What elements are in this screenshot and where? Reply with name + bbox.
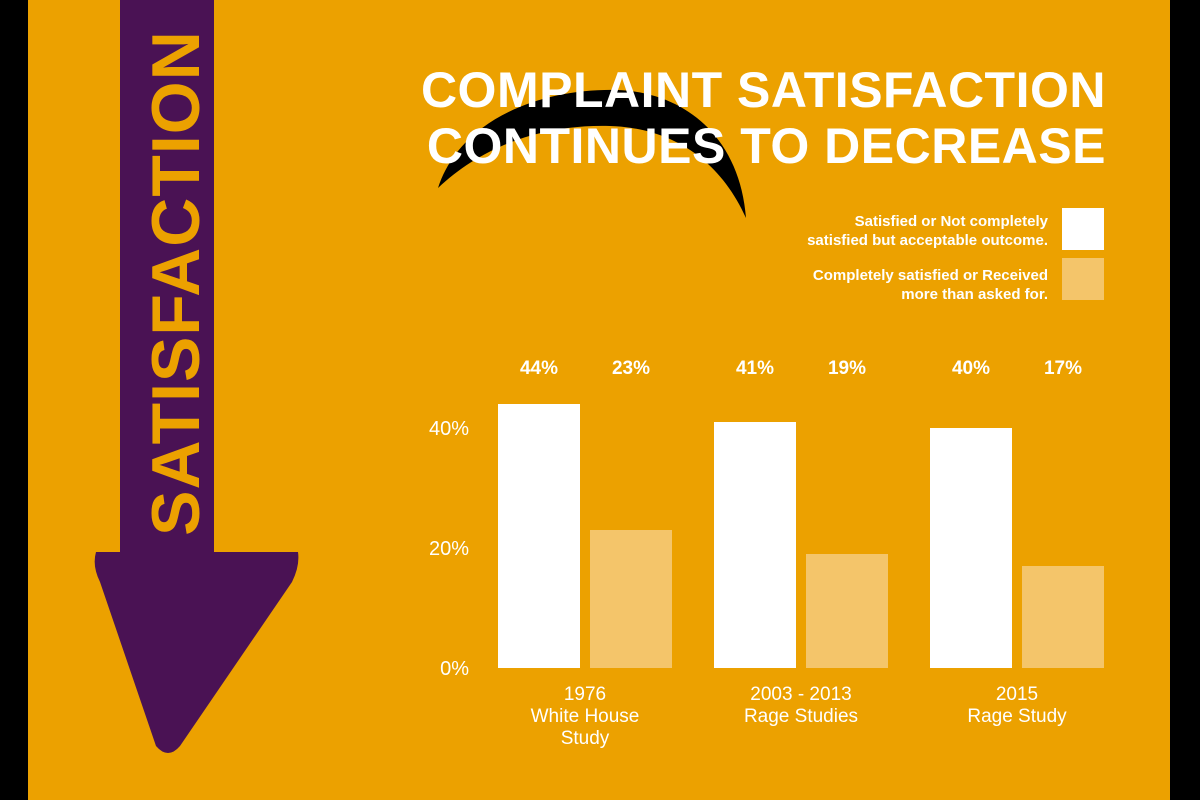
x-category-label: White House [531, 706, 640, 727]
title-line-2: CONTINUES TO DECREASE [426, 118, 1106, 174]
x-category-label: Study [561, 728, 610, 749]
bar-satisfied [714, 422, 796, 668]
legend-label-completely-satisfied: Completely satisfied or Received more th… [668, 266, 1048, 304]
arrow-satisfaction-label: SATISFACTION [138, 30, 214, 536]
legend-swatch-satisfied [1062, 208, 1104, 250]
legend-label-satisfied: Satisfied or Not completely satisfied bu… [668, 212, 1048, 250]
x-category-label: Rage Study [967, 706, 1067, 727]
legend-label-satisfied-line-1: Satisfied or Not completely [854, 213, 1048, 230]
bar-value-label: 23% [612, 358, 650, 379]
chart-title: COMPLAINT SATISFACTION CONTINUES TO DECR… [346, 62, 1106, 174]
infographic-canvas: 0% 20% 40% 44% 41% 40% 23% 19% 17% 1976 White Hous… [28, 0, 1170, 800]
bar-completely-satisfied [1022, 566, 1104, 668]
y-tick-label: 0% [440, 658, 469, 680]
bar-value-label: 40% [952, 358, 990, 379]
legend-swatch-completely-satisfied [1062, 258, 1104, 300]
decorative-black-curve [438, 89, 746, 219]
down-arrow-shape [94, 0, 299, 753]
bar-completely-satisfied [590, 530, 672, 668]
x-category-label: Rage Studies [744, 706, 858, 727]
legend-label-completely-satisfied-line-2: more than asked for. [901, 286, 1048, 303]
bar-value-label: 19% [828, 358, 866, 379]
bar-satisfied [930, 428, 1012, 668]
x-category-label: 1976 [564, 684, 606, 705]
y-tick-label: 20% [429, 538, 469, 560]
legend-label-completely-satisfied-line-1: Completely satisfied or Received [812, 267, 1048, 284]
bar-value-label: 41% [736, 358, 774, 379]
x-category-label: 2015 [996, 684, 1038, 705]
bar-value-label: 17% [1044, 358, 1082, 379]
bar-completely-satisfied [806, 554, 888, 668]
title-line-1: COMPLAINT SATISFACTION [420, 62, 1106, 118]
bar-satisfied [498, 404, 580, 668]
legend-label-satisfied-line-2: satisfied but acceptable outcome. [807, 232, 1048, 249]
bar-value-label: 44% [520, 358, 558, 379]
y-tick-label: 40% [429, 418, 469, 440]
x-category-label: 2003 - 2013 [750, 684, 851, 705]
